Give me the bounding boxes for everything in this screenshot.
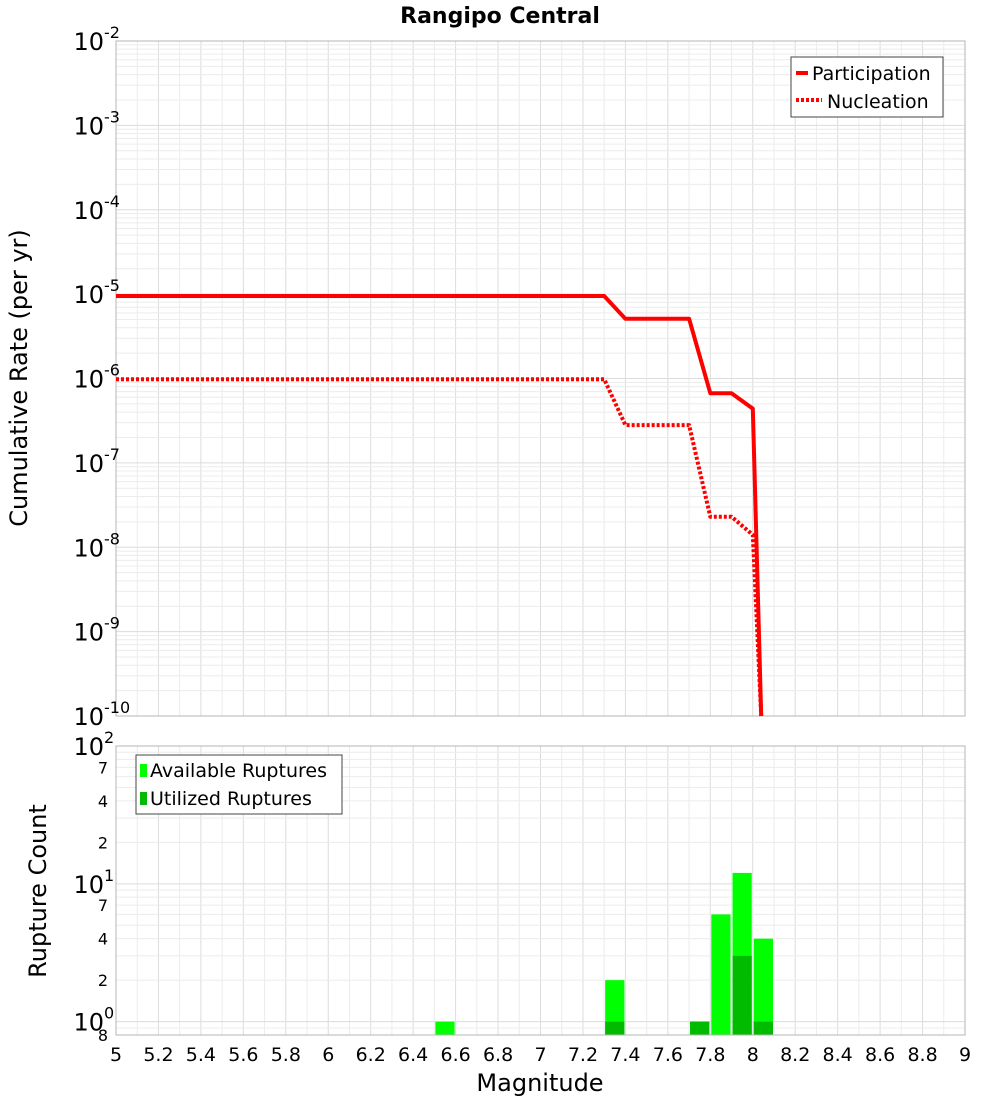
bar-utilized — [732, 955, 752, 1035]
count-y-tick-label: 10 — [73, 871, 104, 899]
rate-y-tick-label: 10 — [73, 197, 104, 225]
rate-legend-box — [790, 56, 944, 118]
rate-y-tick-label: 10 — [73, 28, 104, 56]
x-tick-label: 6.8 — [483, 1044, 513, 1066]
legend-nucleation-label: Nucleation — [827, 91, 929, 113]
bar-utilized — [690, 1021, 710, 1035]
count-y-tick-exponent: 1 — [104, 866, 114, 885]
rate-y-tick-exponent: -8 — [104, 529, 120, 548]
x-tick-label: 7 — [534, 1044, 546, 1066]
legend-utilized-label: Utilized Ruptures — [150, 788, 312, 810]
x-tick-label: 8.4 — [823, 1044, 853, 1066]
x-tick-label: 6 — [322, 1044, 334, 1066]
count-y-tick-label: 10 — [73, 1009, 104, 1037]
legend-participation-label: Participation — [812, 63, 931, 85]
x-tick-label: 7.4 — [610, 1044, 640, 1066]
rate-y-tick-exponent: -9 — [104, 614, 120, 633]
count-legend-box — [135, 754, 343, 815]
x-tick-label: 6.4 — [398, 1044, 428, 1066]
count-y-tick-label: 2 — [98, 971, 108, 990]
rate-y-tick-exponent: -2 — [104, 23, 120, 42]
count-panel-bars — [435, 872, 773, 1035]
rate-y-tick-label: 10 — [73, 450, 104, 478]
bar-available — [753, 938, 773, 1035]
series-nucleation-line — [116, 377, 764, 717]
x-tick-label: 8 — [747, 1044, 759, 1066]
count-y-tick-exponent: 2 — [104, 728, 114, 747]
rate-panel-y-ticks: 10-210-310-410-510-610-710-810-910-10 — [73, 23, 130, 731]
x-tick-label: 5.4 — [186, 1044, 216, 1066]
series-participation-line — [116, 294, 764, 717]
x-tick-label: 8.8 — [907, 1044, 937, 1066]
x-tick-label: 6.6 — [440, 1044, 470, 1066]
rate-y-tick-label: 10 — [73, 619, 104, 647]
count-y-tick-label: 2 — [98, 833, 108, 852]
legend-available-label: Available Ruptures — [150, 760, 327, 782]
rate-y-tick-label: 10 — [73, 112, 104, 140]
count-y-tick-label: 4 — [98, 792, 108, 811]
count-panel-y-axis-label: Rupture Count — [24, 804, 52, 978]
count-y-tick-label: 7 — [98, 758, 108, 777]
x-axis-ticks: 5 5.2 5.4 5.6 5.8 6 6.2 6.4 6.6 6.8 7 7.2 7.4 7.6 7.8 8… — [110, 1044, 971, 1066]
rate-y-tick-exponent: -5 — [104, 276, 120, 295]
rate-y-tick-label: 10 — [73, 366, 104, 394]
count-panel-legend: Available Ruptures Utilized Ruptures — [135, 754, 343, 815]
x-tick-label: 8.2 — [780, 1044, 810, 1066]
x-tick-label: 5.2 — [143, 1044, 173, 1066]
count-panel-frame — [115, 745, 966, 1036]
chart-title: Rangipo Central — [400, 4, 600, 29]
rate-y-tick-exponent: -6 — [104, 361, 120, 380]
bar-available — [605, 980, 625, 1035]
legend-available-swatch — [140, 764, 147, 777]
bar-available — [435, 1021, 455, 1035]
rate-panel-y-axis-label: Cumulative Rate (per yr) — [5, 229, 33, 527]
x-tick-label: 7.2 — [568, 1044, 598, 1066]
rate-y-tick-exponent: -3 — [104, 107, 120, 126]
rate-y-tick-exponent: -4 — [104, 192, 120, 211]
bar-available — [711, 914, 731, 1035]
x-tick-label: 5.8 — [271, 1044, 301, 1066]
x-tick-label: 6.2 — [356, 1044, 386, 1066]
x-tick-label: 5.6 — [228, 1044, 258, 1066]
x-tick-label: 5 — [110, 1044, 122, 1066]
rate-panel-series — [116, 294, 764, 717]
legend-utilized-swatch — [140, 792, 147, 805]
count-y-tick-label: 10 — [73, 733, 104, 761]
rate-panel: 10-210-310-410-510-610-710-810-910-10 Cu… — [5, 23, 966, 731]
x-tick-label: 9 — [959, 1044, 971, 1066]
bar-utilized — [605, 1021, 625, 1035]
rate-panel-legend: Participation Nucleation — [790, 56, 944, 118]
x-tick-label: 7.6 — [653, 1044, 683, 1066]
count-y-tick-label: 7 — [98, 896, 108, 915]
x-axis-label: Magnitude — [476, 1069, 603, 1097]
count-y-tick-exponent: 0 — [104, 1004, 114, 1023]
x-tick-label: 7.8 — [695, 1044, 725, 1066]
rate-y-tick-label: 10 — [73, 534, 104, 562]
x-tick-label: 8.6 — [865, 1044, 895, 1066]
count-y-tick-label: 8 — [98, 1026, 108, 1045]
rate-y-tick-label: 10 — [73, 281, 104, 309]
count-y-tick-label: 4 — [98, 930, 108, 949]
rate-y-tick-label: 10 — [73, 703, 104, 731]
rate-y-tick-exponent: -10 — [104, 698, 130, 717]
rate-y-tick-exponent: -7 — [104, 445, 120, 464]
bar-utilized — [753, 1021, 773, 1035]
rate-panel-grid — [115, 41, 966, 717]
